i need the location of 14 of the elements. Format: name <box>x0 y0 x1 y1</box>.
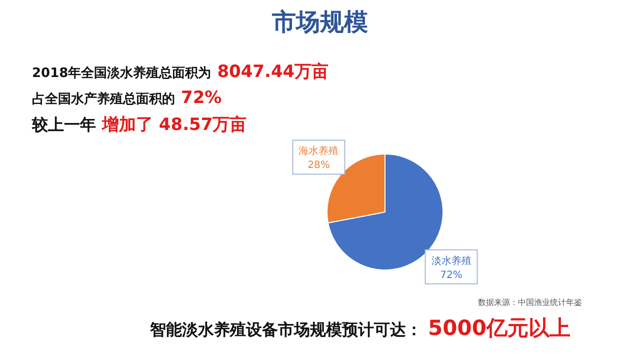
text: 增加了 48.57万亩 <box>102 115 247 135</box>
text: 72% <box>181 88 222 108</box>
data-label: 28% <box>308 160 330 172</box>
source-note: 数据来源：中国渔业统计年鉴 <box>478 297 582 308</box>
slice-label: 海水养殖 <box>298 145 339 158</box>
text: 较上一年 <box>32 115 96 134</box>
text: 占全国水产养殖总面积的 <box>32 92 175 107</box>
data-label: 72% <box>440 270 462 281</box>
text: 5000亿元以上 <box>428 316 570 340</box>
text: 2018年全国淡水养殖总面积为 <box>32 66 212 81</box>
text: 8047.44万亩 <box>217 62 329 82</box>
text: 智能淡水养殖设备市场规模预计可达： <box>150 320 422 339</box>
slice-label: 淡水养殖 <box>431 254 472 267</box>
chart-title: 市场规模 <box>271 7 369 38</box>
